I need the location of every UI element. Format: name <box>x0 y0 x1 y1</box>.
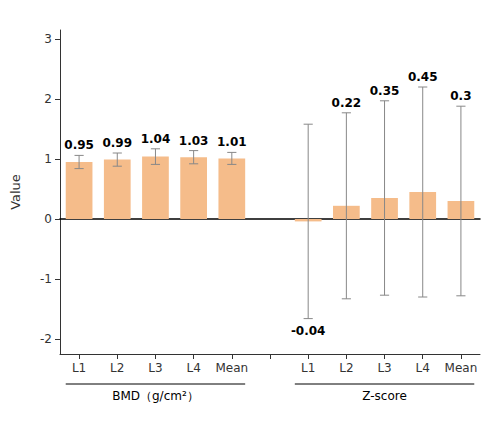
svg-text:L1: L1 <box>301 361 315 375</box>
svg-text:0.95: 0.95 <box>64 138 94 152</box>
svg-text:-1: -1 <box>40 272 52 286</box>
svg-text:Value: Value <box>8 174 23 210</box>
svg-text:L2: L2 <box>110 361 124 375</box>
svg-text:3: 3 <box>44 32 52 46</box>
svg-text:2: 2 <box>44 92 52 106</box>
svg-text:L2: L2 <box>339 361 353 375</box>
svg-text:L1: L1 <box>72 361 86 375</box>
svg-text:L4: L4 <box>416 361 430 375</box>
svg-text:Mean: Mean <box>445 361 478 375</box>
svg-text:BMD（g/cm²）: BMD（g/cm²） <box>112 389 199 403</box>
svg-text:Mean: Mean <box>215 361 248 375</box>
svg-text:L3: L3 <box>148 361 162 375</box>
svg-text:0.35: 0.35 <box>370 84 400 98</box>
svg-text:Z-score: Z-score <box>362 389 407 403</box>
svg-text:-2: -2 <box>40 332 52 346</box>
svg-text:1: 1 <box>44 152 52 166</box>
svg-text:1.01: 1.01 <box>217 135 247 149</box>
svg-text:0.22: 0.22 <box>332 96 362 110</box>
svg-text:1.03: 1.03 <box>179 134 209 148</box>
svg-text:0.45: 0.45 <box>408 70 438 84</box>
svg-text:0.3: 0.3 <box>450 89 471 103</box>
svg-text:0: 0 <box>44 212 52 226</box>
svg-text:L4: L4 <box>186 361 200 375</box>
svg-text:L3: L3 <box>377 361 391 375</box>
svg-text:0.99: 0.99 <box>102 136 132 150</box>
svg-text:1.04: 1.04 <box>141 132 171 146</box>
svg-text:-0.04: -0.04 <box>291 324 326 338</box>
